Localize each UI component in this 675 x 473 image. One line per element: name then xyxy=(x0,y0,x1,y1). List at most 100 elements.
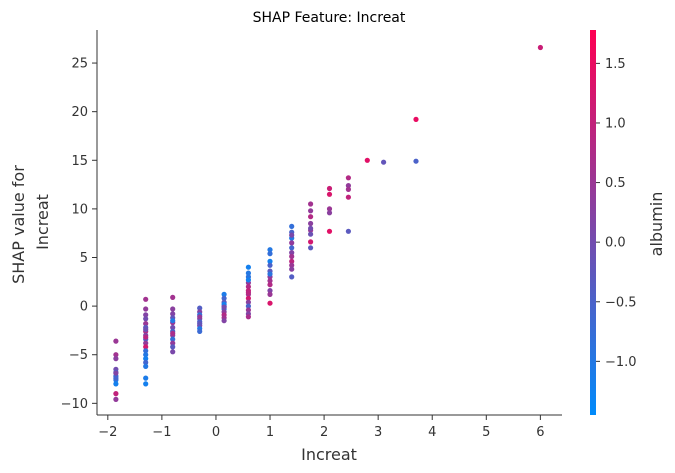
x-tick-label: 3 xyxy=(374,425,382,440)
data-point xyxy=(267,278,273,284)
data-point xyxy=(308,208,314,214)
data-point xyxy=(267,288,273,294)
colorbar-tick-label: 1.0 xyxy=(605,116,626,131)
colorbar-ticks: −1.0 −0.5 0.0 0.5 1.0 1.5 xyxy=(596,57,637,370)
data-point xyxy=(170,349,176,355)
data-point xyxy=(326,185,333,192)
data-point xyxy=(143,316,149,322)
y-tick-label: −10 xyxy=(61,397,88,412)
data-point xyxy=(345,175,351,181)
data-point xyxy=(113,381,119,387)
x-tick-label: −2 xyxy=(98,425,117,440)
data-point xyxy=(245,270,251,276)
data-point xyxy=(221,304,227,310)
data-point xyxy=(143,356,149,362)
data-point xyxy=(170,344,176,350)
colorbar xyxy=(590,30,596,415)
data-point xyxy=(345,194,351,200)
y-axis-label-line-1: SHAP value for xyxy=(9,165,28,284)
colorbar-tick-label: 1.5 xyxy=(605,57,626,72)
data-point xyxy=(345,186,351,192)
data-point xyxy=(113,356,119,362)
data-point xyxy=(326,228,333,234)
data-point xyxy=(267,258,273,264)
data-point xyxy=(245,264,251,270)
data-point xyxy=(308,220,314,227)
x-tick-label: 0 xyxy=(212,425,220,440)
data-point xyxy=(267,251,273,257)
data-point xyxy=(289,232,295,238)
data-point xyxy=(143,375,149,381)
data-point xyxy=(197,305,203,311)
colorbar-tick-label: 0.0 xyxy=(605,236,626,251)
data-point xyxy=(143,348,149,354)
colorbar-tick-label: −1.0 xyxy=(605,355,637,370)
chart-title: SHAP Feature: Increat xyxy=(253,10,406,26)
y-axis-label-line-2: Increat xyxy=(33,194,52,250)
y-tick-label: 10 xyxy=(71,202,88,217)
data-point xyxy=(308,201,314,207)
y-ticks: −10 −5 0 5 10 15 20 25 xyxy=(61,57,97,412)
data-point xyxy=(113,338,119,344)
data-point xyxy=(308,245,314,251)
data-point xyxy=(326,191,333,197)
data-point xyxy=(381,159,387,165)
data-point xyxy=(170,306,176,312)
data-point xyxy=(143,326,149,332)
data-point xyxy=(245,277,251,283)
data-point xyxy=(197,321,203,327)
data-point xyxy=(289,250,295,256)
x-tick-label: 4 xyxy=(428,425,436,440)
data-point xyxy=(308,225,314,231)
data-point xyxy=(289,240,295,246)
x-ticks: −2 −1 0 1 2 3 4 5 6 xyxy=(98,415,545,440)
y-tick-label: 25 xyxy=(71,57,88,72)
data-point xyxy=(143,352,149,358)
data-point xyxy=(113,396,119,402)
data-point xyxy=(345,228,351,234)
data-point xyxy=(113,352,119,358)
data-point xyxy=(197,314,203,320)
data-point xyxy=(245,314,251,320)
data-point xyxy=(413,158,419,164)
x-axis-label: Increat xyxy=(301,445,357,464)
data-point xyxy=(308,214,314,220)
y-axis-label: SHAP value for Increat xyxy=(9,160,52,284)
data-point xyxy=(245,299,251,305)
data-point xyxy=(143,296,149,302)
data-point xyxy=(245,284,251,290)
data-point xyxy=(143,363,149,369)
data-point xyxy=(170,340,176,346)
data-point xyxy=(143,381,149,387)
data-point xyxy=(326,206,333,212)
data-point xyxy=(113,375,119,381)
y-tick-label: −5 xyxy=(69,348,88,363)
data-point xyxy=(170,330,176,336)
data-point xyxy=(413,116,419,122)
data-point xyxy=(221,295,227,301)
data-point xyxy=(143,312,149,318)
data-point xyxy=(221,291,227,297)
colorbar-label: albumin xyxy=(647,192,666,257)
data-point xyxy=(143,344,149,350)
data-point xyxy=(170,324,176,331)
colorbar-tick-label: 0.5 xyxy=(605,176,626,191)
data-point xyxy=(143,306,149,312)
data-point xyxy=(221,318,227,324)
y-tick-label: 5 xyxy=(80,251,88,266)
data-point xyxy=(267,300,273,306)
data-point xyxy=(289,253,295,260)
data-point xyxy=(245,289,251,296)
data-point xyxy=(308,231,314,237)
data-point xyxy=(289,262,295,268)
data-point xyxy=(326,210,333,216)
data-point xyxy=(267,271,273,277)
data-point xyxy=(113,370,119,376)
data-point xyxy=(197,328,203,334)
data-point xyxy=(245,295,251,301)
points-layer xyxy=(113,44,544,402)
data-point xyxy=(245,307,251,313)
x-tick-label: −1 xyxy=(152,425,171,440)
data-point xyxy=(113,391,119,397)
